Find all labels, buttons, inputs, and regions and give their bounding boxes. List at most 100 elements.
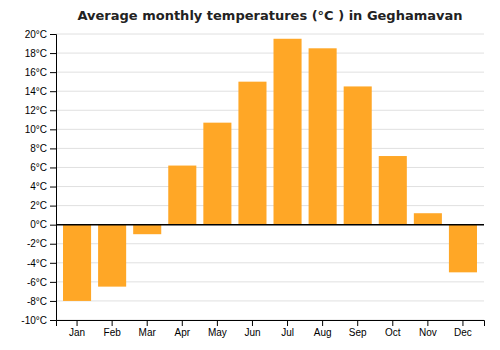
y-tick-mark bbox=[50, 34, 56, 35]
y-tick-label: -2°C bbox=[27, 238, 47, 249]
y-tick-mark bbox=[50, 263, 56, 264]
y-tick: 14°C bbox=[25, 86, 56, 97]
y-tick: -6°C bbox=[27, 277, 56, 288]
x-tick: Dec bbox=[454, 320, 472, 338]
x-tick-mark bbox=[77, 320, 78, 326]
y-tick-label: 8°C bbox=[30, 143, 47, 154]
x-tick-mark bbox=[427, 320, 428, 326]
plot-area bbox=[56, 39, 484, 301]
x-tick-label: Mar bbox=[139, 327, 157, 338]
y-tick-label: 10°C bbox=[25, 124, 47, 135]
bar bbox=[203, 123, 231, 225]
x-tick-label: Sep bbox=[349, 327, 367, 338]
y-tick-mark bbox=[50, 320, 56, 321]
x-tick-label: Nov bbox=[419, 327, 437, 338]
y-tick: -2°C bbox=[27, 238, 56, 249]
x-tick: Oct bbox=[385, 320, 401, 338]
y-tick: -8°C bbox=[27, 296, 56, 307]
grid-line bbox=[56, 224, 484, 225]
x-axis: Jan Feb Mar Apr May Jun Jul Aug Sep Oct Nov Dec bbox=[57, 320, 485, 338]
y-tick-mark bbox=[50, 53, 56, 54]
x-tick-label: Jul bbox=[281, 327, 294, 338]
y-tick: 4°C bbox=[30, 181, 56, 192]
grid-line bbox=[56, 72, 484, 73]
y-tick-label: 6°C bbox=[30, 162, 47, 173]
y-tick-label: 0°C bbox=[30, 219, 47, 230]
x-tick-mark bbox=[112, 320, 113, 326]
x-tick: Jan bbox=[69, 320, 85, 338]
y-tick: 2°C bbox=[30, 200, 56, 211]
grid-line bbox=[56, 186, 484, 187]
y-tick-label: -4°C bbox=[27, 258, 47, 269]
x-tick-mark bbox=[217, 320, 218, 326]
zero-line bbox=[56, 224, 484, 226]
y-tick: 12°C bbox=[25, 105, 56, 116]
y-tick: 16°C bbox=[25, 67, 56, 78]
y-tick-mark bbox=[50, 244, 56, 245]
y-tick: 0°C bbox=[30, 219, 56, 230]
x-tick-label: Jan bbox=[69, 327, 85, 338]
y-tick: 8°C bbox=[30, 143, 56, 154]
y-tick-mark bbox=[50, 301, 56, 302]
y-tick-mark bbox=[50, 129, 56, 130]
bar bbox=[133, 225, 161, 235]
y-tick: -4°C bbox=[27, 258, 56, 269]
y-tick-label: 14°C bbox=[25, 86, 47, 97]
x-tick-label: Jun bbox=[244, 327, 260, 338]
x-tick: Apr bbox=[175, 320, 191, 338]
x-tick: Aug bbox=[314, 320, 332, 338]
y-tick: 10°C bbox=[25, 124, 56, 135]
grid-line bbox=[56, 53, 484, 54]
y-tick: 18°C bbox=[25, 48, 56, 59]
y-tick-mark bbox=[50, 282, 56, 283]
bar bbox=[449, 225, 477, 273]
x-tick-label: Aug bbox=[314, 327, 332, 338]
x-tick: Jun bbox=[244, 320, 260, 338]
bar bbox=[414, 213, 442, 224]
x-tick-label: Apr bbox=[175, 327, 191, 338]
y-tick: 6°C bbox=[30, 162, 56, 173]
bar bbox=[379, 156, 407, 225]
x-tick-label: May bbox=[208, 327, 227, 338]
bar bbox=[98, 225, 126, 287]
x-tick-label: Feb bbox=[104, 327, 122, 338]
y-tick-mark bbox=[50, 167, 56, 168]
x-tick: Mar bbox=[139, 320, 157, 338]
grid-line bbox=[56, 34, 484, 35]
grid-line bbox=[56, 300, 484, 301]
y-tick-mark bbox=[50, 72, 56, 73]
y-tick-label: 20°C bbox=[25, 29, 47, 40]
x-tick: Nov bbox=[419, 320, 437, 338]
x-tick-mark bbox=[462, 320, 463, 326]
x-tick: Feb bbox=[104, 320, 122, 338]
y-tick-label: 16°C bbox=[25, 67, 47, 78]
y-tick: 20°C bbox=[25, 29, 56, 40]
x-tick: Jul bbox=[281, 320, 294, 338]
x-tick-mark bbox=[287, 320, 288, 326]
bar bbox=[274, 39, 302, 225]
chart-container: -10°C -8°C -6°C -4°C -2°C 0°C 2°C 4°C 6°C 8°C 10°C… bbox=[0, 0, 500, 350]
y-tick-mark bbox=[50, 206, 56, 207]
grid-line bbox=[56, 129, 484, 130]
y-tick-mark bbox=[50, 148, 56, 149]
chart: -10°C -8°C -6°C -4°C -2°C 0°C 2°C 4°C 6°C 8°C 10°C… bbox=[0, 0, 500, 350]
y-tick-mark bbox=[50, 91, 56, 92]
x-tick-mark bbox=[322, 320, 323, 326]
y-tick-label: -6°C bbox=[27, 277, 47, 288]
y-tick-mark bbox=[50, 225, 56, 226]
y-tick-label: -10°C bbox=[21, 315, 47, 326]
y-tick-label: 2°C bbox=[30, 200, 47, 211]
bar bbox=[238, 82, 266, 225]
x-tick-mark bbox=[392, 320, 393, 326]
x-tick-label: Dec bbox=[454, 327, 472, 338]
y-tick-mark bbox=[50, 187, 56, 188]
y-tick: -10°C bbox=[21, 315, 56, 326]
title: Average monthly temperatures (°C ) in Ge… bbox=[77, 8, 462, 23]
bar bbox=[309, 48, 337, 224]
x-tick: May bbox=[208, 320, 227, 338]
bar bbox=[63, 225, 91, 301]
grid-line bbox=[56, 91, 484, 92]
x-tick-label: Oct bbox=[385, 327, 401, 338]
y-tick-label: 4°C bbox=[30, 181, 47, 192]
grid-line bbox=[56, 110, 484, 111]
